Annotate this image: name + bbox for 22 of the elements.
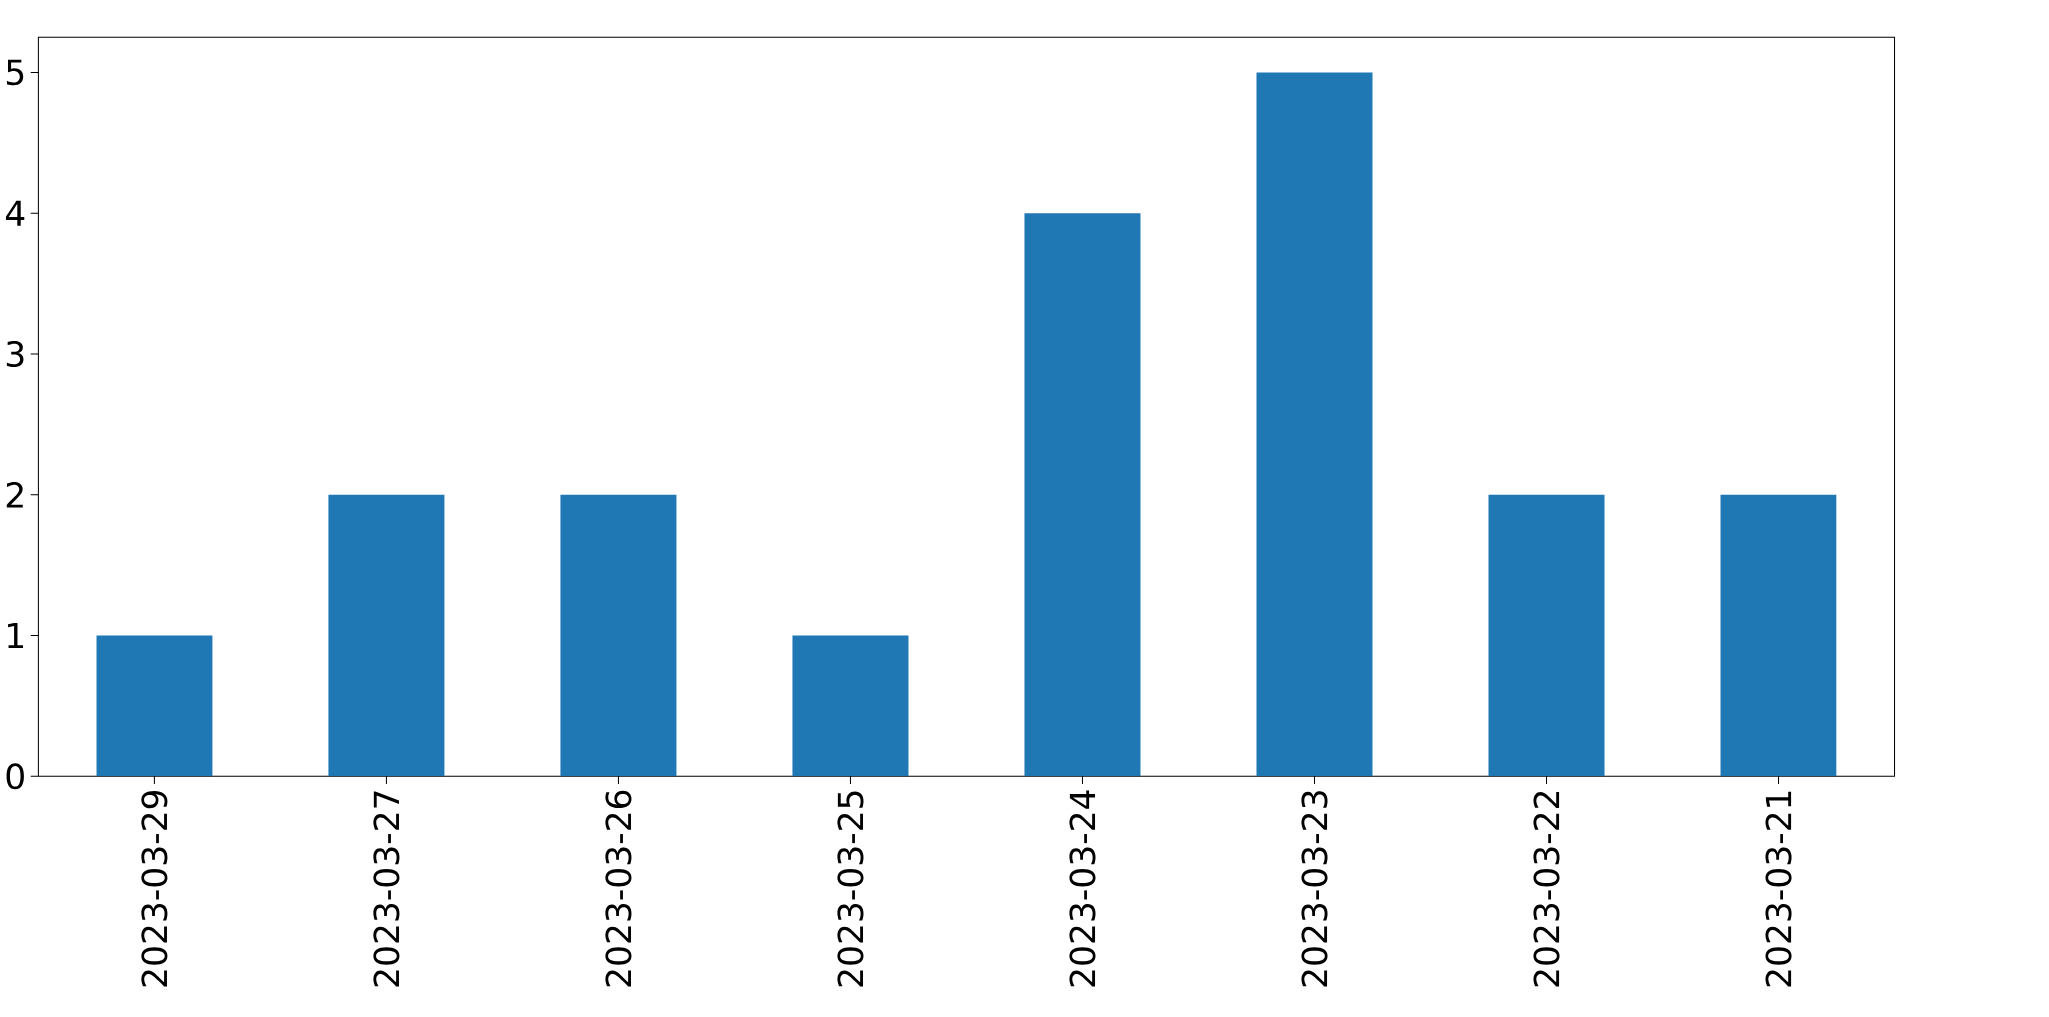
y-tick-label: 5 [6,59,24,86]
bar [560,494,677,777]
bar [96,635,213,777]
x-tick-label: 2023-03-27 [373,791,400,987]
x-tick-label: 2023-03-24 [1069,790,1096,987]
x-tick-label: 2023-03-23 [1301,791,1328,987]
y-tick-label: 2 [6,482,23,508]
x-tick-label: 2023-03-21 [1765,791,1792,987]
bar [1256,72,1373,777]
y-tick-label: 0 [6,763,24,790]
bar [1488,494,1605,777]
x-tick-label: 2023-03-25 [837,791,864,987]
x-tick-label: 2023-03-26 [605,790,632,987]
bar [1720,494,1837,777]
x-tick-label: 2023-03-29 [141,790,168,987]
x-tick-label: 2023-03-22 [1533,792,1560,987]
bar [328,494,445,777]
bar [792,635,909,777]
bar [1024,213,1141,777]
y-tick-label: 3 [6,341,24,368]
y-tick-label: 1 [8,623,24,649]
y-tick-label: 4 [5,200,25,226]
